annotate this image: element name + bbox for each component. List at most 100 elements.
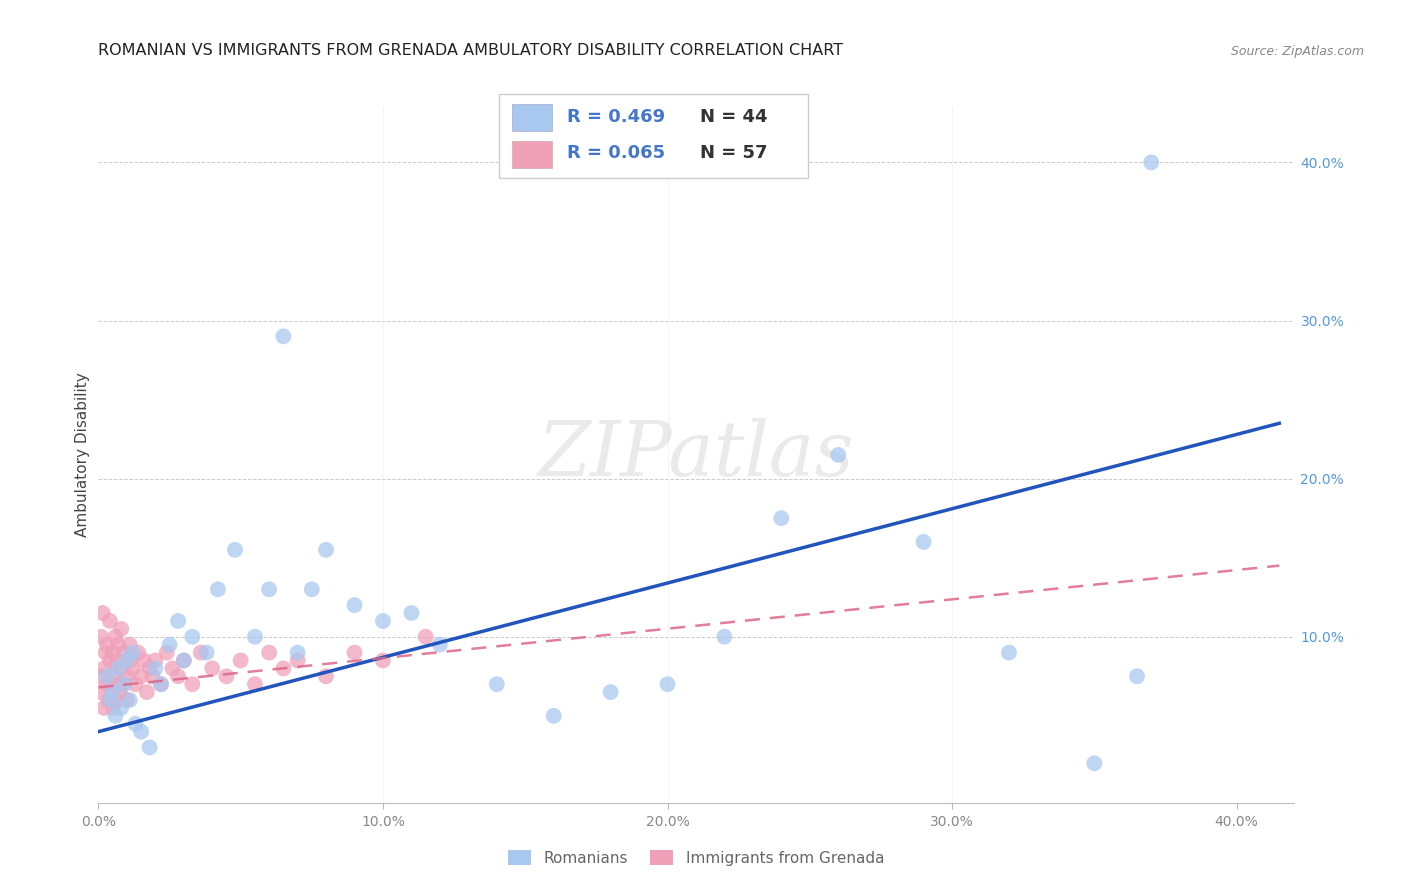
Point xyxy=(138,740,160,755)
Point xyxy=(657,677,679,691)
Point xyxy=(132,653,155,667)
Point xyxy=(93,701,115,715)
Text: N = 57: N = 57 xyxy=(700,144,768,162)
Point xyxy=(112,677,135,691)
Point xyxy=(713,630,735,644)
Text: R = 0.469: R = 0.469 xyxy=(567,108,665,126)
Point xyxy=(190,646,212,660)
Point xyxy=(112,646,135,660)
Point xyxy=(770,511,793,525)
Point xyxy=(173,653,195,667)
Point xyxy=(96,638,118,652)
Text: Source: ZipAtlas.com: Source: ZipAtlas.com xyxy=(1230,45,1364,58)
Point xyxy=(167,669,190,683)
Point xyxy=(98,693,121,707)
Point xyxy=(912,534,935,549)
Point xyxy=(415,630,437,644)
Point xyxy=(201,661,224,675)
Point xyxy=(287,653,309,667)
Point xyxy=(1083,756,1105,771)
Point xyxy=(301,582,323,597)
Point xyxy=(243,677,266,691)
Point xyxy=(118,638,141,652)
Point xyxy=(215,669,238,683)
Text: ROMANIAN VS IMMIGRANTS FROM GRENADA AMBULATORY DISABILITY CORRELATION CHART: ROMANIAN VS IMMIGRANTS FROM GRENADA AMBU… xyxy=(98,43,844,58)
Point xyxy=(103,669,125,683)
Point xyxy=(115,653,138,667)
Point xyxy=(101,701,124,715)
Point xyxy=(110,661,132,675)
Point xyxy=(93,661,115,675)
Point xyxy=(243,630,266,644)
Point xyxy=(112,677,135,691)
Point xyxy=(91,606,114,620)
Point xyxy=(162,661,184,675)
Point xyxy=(121,646,143,660)
Point xyxy=(195,646,218,660)
Point xyxy=(90,630,112,644)
Point xyxy=(110,701,132,715)
Point xyxy=(138,661,160,675)
Point xyxy=(159,638,181,652)
Point xyxy=(1140,155,1163,169)
Point xyxy=(98,653,121,667)
Point xyxy=(229,653,252,667)
Point xyxy=(273,661,295,675)
Point xyxy=(129,724,152,739)
Point xyxy=(315,542,337,557)
Point xyxy=(181,630,204,644)
Point xyxy=(371,614,394,628)
Text: R = 0.065: R = 0.065 xyxy=(567,144,665,162)
Point xyxy=(167,614,190,628)
Point xyxy=(173,653,195,667)
Point xyxy=(98,614,121,628)
Point xyxy=(429,638,451,652)
Point xyxy=(315,669,337,683)
Point xyxy=(827,448,849,462)
Point xyxy=(998,646,1021,660)
Point xyxy=(104,708,127,723)
FancyBboxPatch shape xyxy=(499,94,808,178)
Point xyxy=(124,716,146,731)
Point xyxy=(257,646,280,660)
Point xyxy=(401,606,423,620)
Point xyxy=(127,646,149,660)
Point xyxy=(96,669,118,683)
Point xyxy=(89,685,111,699)
Point xyxy=(485,677,508,691)
Point xyxy=(115,669,138,683)
Point xyxy=(101,685,124,699)
Point xyxy=(543,708,565,723)
Point xyxy=(110,622,132,636)
Point xyxy=(156,646,179,660)
Point xyxy=(135,685,157,699)
Y-axis label: Ambulatory Disability: Ambulatory Disability xyxy=(75,373,90,537)
Text: ZIPatlas: ZIPatlas xyxy=(537,418,855,491)
Point xyxy=(599,685,621,699)
Point xyxy=(273,329,295,343)
Point xyxy=(108,685,131,699)
FancyBboxPatch shape xyxy=(512,141,551,169)
Point xyxy=(96,677,118,691)
Point xyxy=(287,646,309,660)
Point xyxy=(100,677,122,691)
Point xyxy=(143,661,166,675)
Point xyxy=(118,653,141,667)
Point xyxy=(150,677,173,691)
Point xyxy=(143,653,166,667)
Point xyxy=(115,693,138,707)
Point xyxy=(118,693,141,707)
Point xyxy=(141,669,163,683)
Point xyxy=(94,646,117,660)
Point xyxy=(105,653,128,667)
FancyBboxPatch shape xyxy=(512,103,551,131)
Point xyxy=(343,598,366,612)
Point xyxy=(224,542,246,557)
Point xyxy=(104,693,127,707)
Point xyxy=(107,661,129,675)
Point xyxy=(124,677,146,691)
Point xyxy=(107,638,129,652)
Point xyxy=(104,630,127,644)
Point xyxy=(90,669,112,683)
Point xyxy=(107,677,129,691)
